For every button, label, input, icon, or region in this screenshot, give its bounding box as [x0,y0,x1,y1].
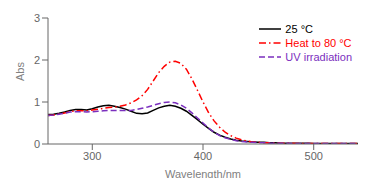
svg-text:3: 3 [34,12,40,24]
svg-text:500: 500 [305,150,323,162]
html-text:25 °C: 25 °C [285,23,313,35]
svg-text:300: 300 [83,150,101,162]
svg-text:0: 0 [34,138,40,150]
svg-text:Wavelength/nm: Wavelength/nm [165,168,241,178]
svg-text:1: 1 [34,96,40,108]
svg-text:400: 400 [194,150,212,162]
html-text:Heat to 80 °C: Heat to 80 °C [285,37,352,49]
html-text:UV irradiation: UV irradiation [285,51,352,63]
svg-text:Abs: Abs [14,62,26,81]
svg-text:2: 2 [34,54,40,66]
